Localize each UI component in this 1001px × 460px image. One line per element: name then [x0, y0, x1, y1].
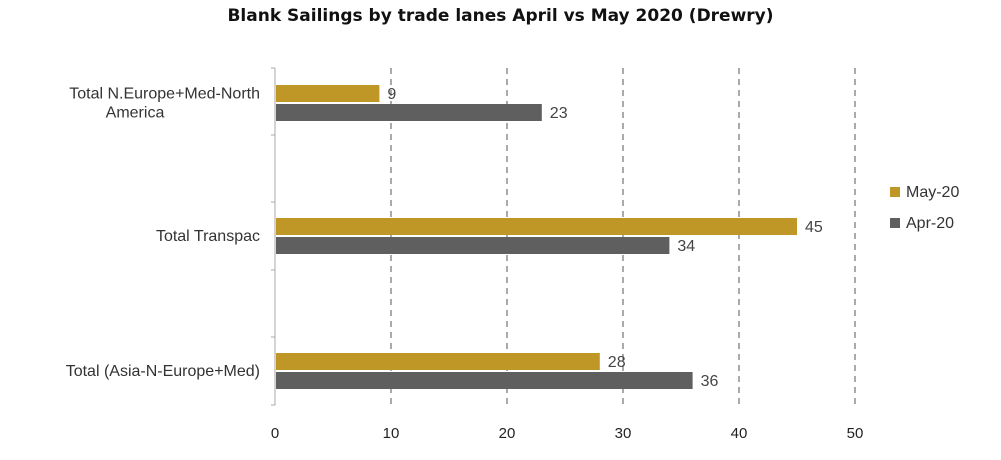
legend-label-may-20: May-20: [906, 184, 959, 201]
category-label-0-1: America: [106, 105, 165, 122]
data-label-may-20-0: 9: [387, 86, 396, 103]
x-tick-label-4: 40: [731, 425, 748, 442]
legend-swatch-apr-20: [890, 218, 900, 228]
bar-apr-20-2: [276, 372, 693, 389]
data-label-may-20-1: 45: [805, 219, 823, 236]
x-tick-label-1: 10: [383, 425, 400, 442]
x-tick-label-5: 50: [847, 425, 864, 442]
bar-may-20-0: [276, 85, 380, 102]
legend-swatch-may-20: [890, 187, 900, 197]
category-label-2-0: Total (Asia-N-Europe+Med): [66, 363, 260, 380]
x-tick-label-0: 0: [271, 425, 279, 442]
category-label-0-0: Total N.Europe+Med-North: [69, 86, 260, 103]
data-label-apr-20-0: 23: [550, 105, 568, 122]
data-label-apr-20-1: 34: [677, 238, 695, 255]
bar-apr-20-0: [276, 104, 542, 121]
data-label-may-20-2: 28: [608, 354, 626, 371]
legend-label-apr-20: Apr-20: [906, 215, 954, 232]
x-tick-label-3: 30: [615, 425, 632, 442]
bar-may-20-2: [276, 353, 600, 370]
x-tick-label-2: 20: [499, 425, 516, 442]
bar-apr-20-1: [276, 237, 670, 254]
category-label-1-0: Total Transpac: [156, 228, 260, 245]
data-label-apr-20-2: 36: [701, 373, 719, 390]
chart-title: Blank Sailings by trade lanes April vs M…: [227, 6, 774, 26]
bar-may-20-1: [276, 218, 797, 235]
